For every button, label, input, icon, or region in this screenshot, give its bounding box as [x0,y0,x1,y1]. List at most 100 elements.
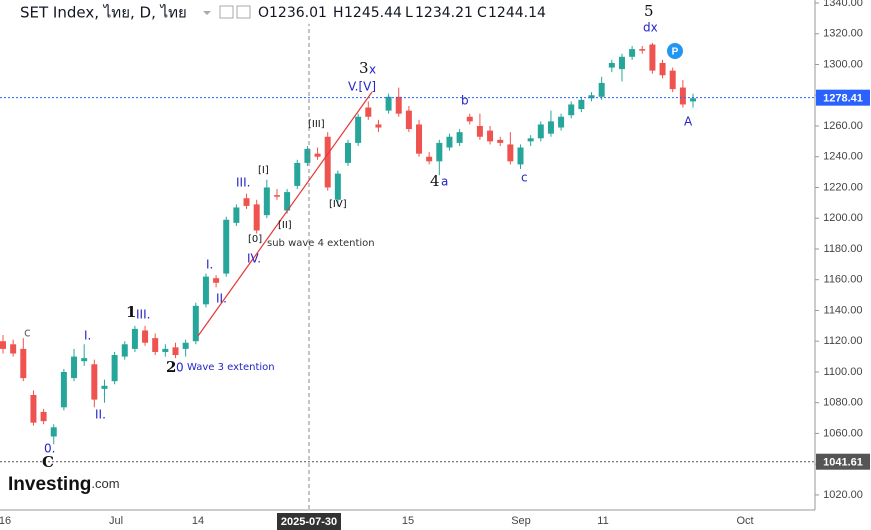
price-label-bg [816,89,870,106]
candle-body [50,427,57,437]
candle-body [202,276,209,305]
candle-body [40,411,47,422]
candle-body [527,138,534,142]
crosshair-label: 2025-07-30 [281,516,337,528]
candle-body [659,62,666,76]
candle-body [263,187,270,216]
candle-body [91,364,98,400]
annotation: c [521,171,528,185]
annotation: x [369,63,376,77]
annotation: 0. [44,442,55,456]
y-tick-label: 1240.00 [823,151,863,163]
candle-body [172,347,179,356]
candle-body [669,70,676,90]
logo-name: Investing [8,474,91,495]
candle-body [476,125,483,137]
candle-body [182,342,189,349]
dropdown-icon[interactable] [203,11,211,15]
candle-body [304,149,311,163]
trend-line [197,91,373,337]
candle-body [162,348,169,352]
annotation: A [684,115,693,129]
x-tick-label: 15 [402,515,414,527]
candle-body [649,44,656,71]
y-tick-label: 1060.00 [823,427,863,439]
candle-body [416,124,423,154]
candle-body [395,96,402,114]
y-tick-label: 1020.00 [823,489,863,501]
logo: Investing.com [8,474,120,495]
candle-body [426,156,433,162]
symbol-title[interactable]: SET Index, ไทย, D, ไทย [20,4,187,22]
header-bg [0,0,545,24]
candle-body [446,136,453,148]
annotation: a [441,175,448,189]
candle-body [436,142,443,162]
candle-body [131,328,138,349]
candle-body [608,62,615,68]
y-tick-label: 1080.00 [823,397,863,409]
legend-key: H [333,5,344,21]
annotation: III. [236,176,250,190]
candle-body [639,49,646,51]
candle-body [294,162,301,186]
annotation: sub wave 4 extention [267,238,375,249]
price-label: 1041.61 [823,457,863,469]
candle-body [405,110,412,130]
candle-body [365,107,372,117]
annotation: I. [84,329,91,343]
marker-label[interactable]: P [672,47,679,58]
annotation: dx [643,21,658,35]
x-tick-label: 14 [192,515,204,527]
candle-body [497,139,504,143]
y-tick-label: 1300.00 [823,58,863,70]
candle-body [101,385,108,389]
marker-icon[interactable] [667,43,683,59]
candle-body [578,99,585,110]
y-tick-label: 1160.00 [824,274,863,286]
annotation: IV. [247,252,261,266]
annotation: V.[V] [348,80,376,94]
candle-body [334,173,341,200]
candle-body [558,116,565,128]
close-icon[interactable] [236,5,251,19]
legend-value: 1244.14 [488,5,546,21]
legend-value: 1245.44 [344,5,402,21]
annotation: [0] [248,234,262,245]
x-tick-label: 11 [597,515,608,527]
candle-body [679,87,686,105]
x-tick-label: Jul [109,515,123,527]
candle-body [344,142,351,163]
candle-body [10,344,17,354]
y-tick-label: 1100.00 [824,366,863,378]
candle-body [568,104,575,116]
annotation: II. [216,292,227,306]
annotation: b [461,94,469,108]
candle-body [385,96,392,111]
annotation: c [24,326,31,340]
settings-icon[interactable] [219,5,234,19]
candle-body [142,330,149,343]
legend-key: C [477,5,487,21]
y-tick-label: 1320.00 [823,28,863,40]
legend-key: L [405,5,413,21]
x-tick-label: Sep [511,515,531,527]
annotation: 1 [126,303,136,321]
y-axis: 1020.001040.001060.001080.001100.001120.… [815,0,863,501]
annotation: [IV] [329,199,347,210]
candle-body [213,278,220,283]
legend-value: 1236.01 [269,5,327,21]
candle-body [111,355,118,382]
candle-body [588,95,595,99]
annotation: 5 [644,2,654,20]
candle-body [30,395,37,423]
candle-body [547,121,554,134]
candle-body [253,204,260,231]
candle-body [314,153,321,157]
candle-body [456,132,463,143]
crosshair-label-bg [277,513,341,530]
annotation: I. [206,258,213,272]
candle-body [192,305,199,342]
y-tick-label: 1260.00 [823,120,863,132]
